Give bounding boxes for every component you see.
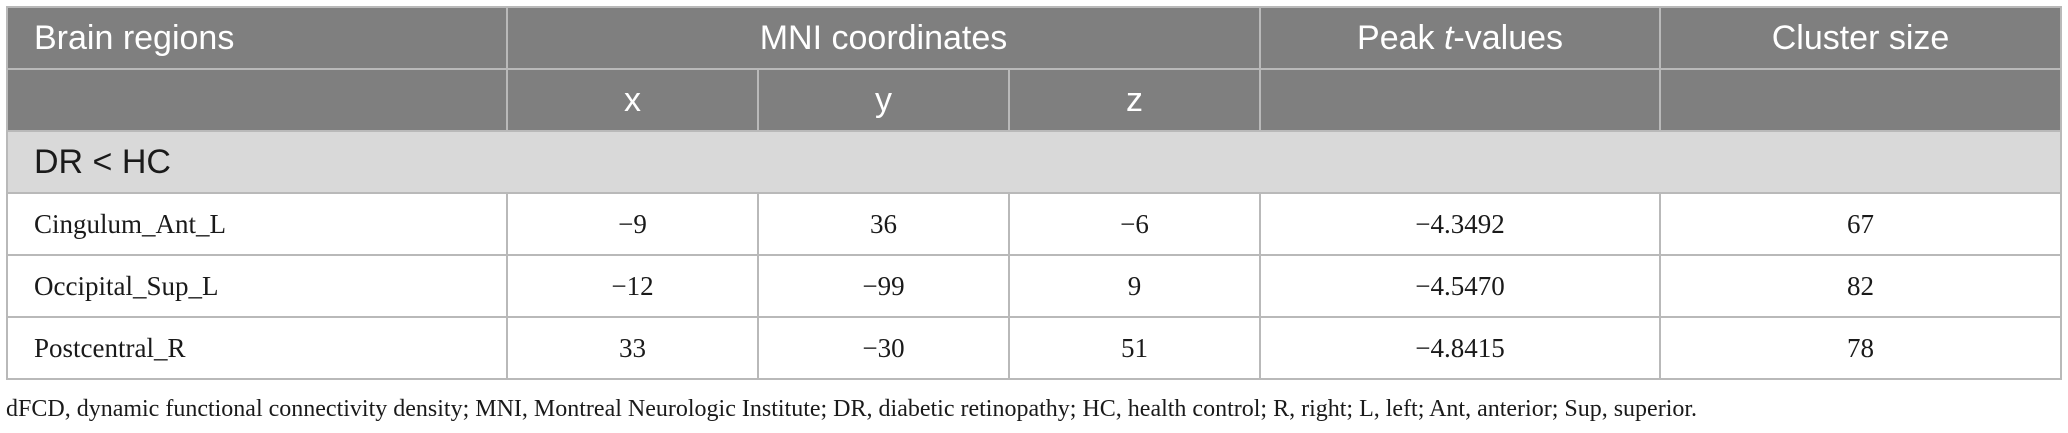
cell-peak-t: −4.3492 <box>1259 192 1662 256</box>
cell-z: 9 <box>1007 254 1262 318</box>
subheader-row: x y z <box>6 68 2063 132</box>
cell-y: 36 <box>757 192 1010 256</box>
cell-peak-t: −4.8415 <box>1259 316 1662 380</box>
header-row: Brain regions MNI coordinates Peak t-val… <box>6 6 2063 70</box>
subheader-x: x <box>506 68 759 132</box>
cell-region: Postcentral_R <box>6 316 508 380</box>
subheader-z: z <box>1007 68 1262 132</box>
cell-peak-t: −4.5470 <box>1259 254 1662 318</box>
cell-x: 33 <box>506 316 759 380</box>
results-table-container: Brain regions MNI coordinates Peak t-val… <box>5 6 2063 380</box>
header-peak-italic: t <box>1443 18 1454 57</box>
header-peak-suffix: -values <box>1453 18 1564 57</box>
subheader-empty-peak <box>1259 68 1662 132</box>
cell-region: Cingulum_Ant_L <box>6 192 508 256</box>
group-label: DR < HC <box>5 130 2063 194</box>
group-row: DR < HC <box>5 130 2063 194</box>
cell-x: −9 <box>506 192 759 256</box>
header-cluster-size: Cluster size <box>1659 6 2063 70</box>
cell-cluster-size: 78 <box>1659 316 2063 380</box>
cell-z: −6 <box>1007 192 1262 256</box>
header-mni-coordinates: MNI coordinates <box>505 6 1262 70</box>
subheader-y: y <box>757 68 1010 132</box>
cell-region: Occipital_Sup_L <box>6 254 508 318</box>
cell-y: −30 <box>757 316 1010 380</box>
results-table: Brain regions MNI coordinates Peak t-val… <box>5 6 2063 380</box>
header-peak-t-values: Peak t-values <box>1259 6 1662 70</box>
cell-y: −99 <box>757 254 1010 318</box>
subheader-empty-cluster <box>1659 68 2063 132</box>
table-row: Occipital_Sup_L −12 −99 9 −4.5470 82 <box>6 254 2063 318</box>
header-peak-prefix: Peak <box>1357 18 1444 57</box>
cell-cluster-size: 82 <box>1659 254 2063 318</box>
cell-cluster-size: 67 <box>1659 192 2063 256</box>
subheader-empty-regions <box>6 68 508 132</box>
table-row: Cingulum_Ant_L −9 36 −6 −4.3492 67 <box>6 192 2063 256</box>
header-brain-regions: Brain regions <box>6 6 508 70</box>
cell-x: −12 <box>506 254 759 318</box>
cell-z: 51 <box>1007 316 1262 380</box>
table-row: Postcentral_R 33 −30 51 −4.8415 78 <box>6 316 2063 380</box>
table-footnote: dFCD, dynamic functional connectivity de… <box>6 396 1698 422</box>
